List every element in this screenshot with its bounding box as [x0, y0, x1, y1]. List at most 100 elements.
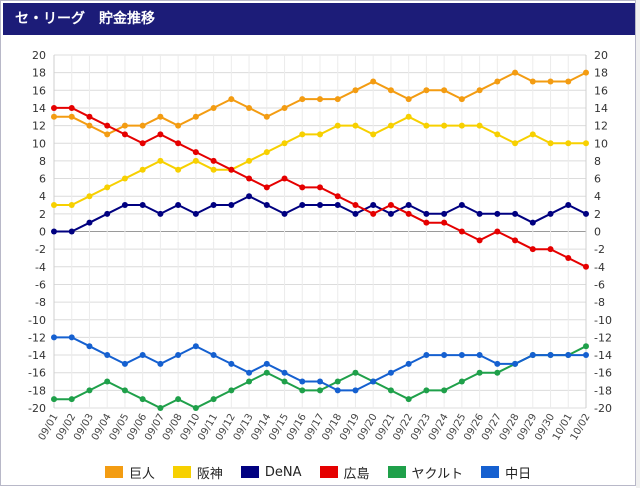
legend-item: 阪神: [172, 463, 223, 482]
data-point-DeNA: [263, 202, 270, 209]
data-point-阪神: [512, 140, 519, 147]
legend-item: DeNA: [240, 465, 302, 480]
data-point-巨人: [51, 113, 57, 120]
data-point-DeNA: [387, 210, 394, 217]
data-point-中日: [51, 334, 57, 341]
legend-swatch: [172, 466, 191, 478]
y-tick-label-right: 12: [594, 120, 608, 133]
y-tick-label-left: -6: [35, 278, 46, 291]
data-point-巨人: [121, 122, 128, 129]
data-point-中日: [494, 360, 501, 367]
data-point-DeNA: [476, 210, 483, 217]
data-point-巨人: [246, 104, 253, 111]
data-point-DeNA: [529, 219, 536, 226]
data-point-巨人: [476, 87, 483, 94]
legend-swatch: [481, 466, 500, 478]
legend-swatch: [240, 466, 259, 478]
data-point-ヤクルト: [121, 387, 128, 394]
legend-label: ヤクルト: [411, 466, 464, 482]
data-point-DeNA: [104, 210, 111, 217]
data-point-阪神: [104, 184, 111, 191]
data-point-巨人: [441, 87, 448, 94]
data-point-ヤクルト: [86, 387, 93, 394]
data-point-広島: [299, 184, 306, 191]
data-point-広島: [405, 210, 412, 217]
legend-swatch: [104, 466, 123, 478]
data-point-巨人: [175, 122, 182, 129]
data-point-中日: [405, 360, 412, 367]
data-point-DeNA: [583, 210, 589, 217]
data-point-広島: [210, 157, 217, 164]
data-point-広島: [370, 210, 377, 217]
data-point-巨人: [157, 113, 164, 120]
data-point-DeNA: [157, 210, 164, 217]
data-point-ヤクルト: [299, 387, 306, 394]
data-point-中日: [68, 334, 75, 341]
legend-label: 巨人: [128, 466, 155, 482]
data-point-広島: [317, 184, 323, 191]
data-point-広島: [387, 202, 394, 209]
data-point-巨人: [352, 87, 359, 94]
data-point-中日: [157, 360, 164, 367]
data-point-ヤクルト: [210, 396, 217, 403]
data-point-ヤクルト: [334, 378, 341, 385]
data-point-中日: [458, 352, 465, 359]
data-point-巨人: [565, 78, 572, 85]
data-point-ヤクルト: [387, 387, 394, 394]
data-point-ヤクルト: [104, 378, 111, 385]
data-point-広島: [352, 202, 359, 209]
data-point-DeNA: [51, 228, 57, 235]
data-point-巨人: [458, 96, 465, 103]
data-point-巨人: [210, 104, 217, 111]
data-point-広島: [228, 166, 235, 173]
data-point-DeNA: [334, 202, 341, 209]
data-point-広島: [334, 193, 341, 200]
data-point-広島: [121, 131, 128, 138]
data-point-阪神: [423, 122, 430, 129]
y-tick-label-left: 20: [32, 49, 46, 62]
data-point-DeNA: [512, 210, 519, 217]
data-point-中日: [299, 378, 306, 385]
y-tick-label-left: 6: [39, 173, 46, 186]
y-tick-label-right: -2: [594, 243, 605, 256]
data-point-DeNA: [139, 202, 146, 209]
data-point-DeNA: [228, 202, 235, 209]
data-point-阪神: [317, 131, 323, 138]
data-point-中日: [476, 352, 483, 359]
data-point-DeNA: [565, 202, 572, 209]
data-point-DeNA: [547, 210, 554, 217]
legend-item: 中日: [481, 463, 531, 482]
data-point-中日: [547, 352, 554, 359]
y-tick-label-right: 2: [594, 208, 601, 221]
data-point-中日: [529, 352, 536, 359]
data-point-広島: [157, 131, 164, 138]
data-point-ヤクルト: [228, 387, 235, 394]
data-point-広島: [263, 184, 270, 191]
y-tick-label-left: -2: [35, 243, 46, 256]
data-point-中日: [121, 360, 128, 367]
y-tick-label-left: 14: [32, 102, 46, 115]
data-point-ヤクルト: [263, 369, 270, 376]
data-point-中日: [281, 369, 288, 376]
data-point-広島: [441, 219, 448, 226]
data-point-広島: [175, 140, 182, 147]
data-point-巨人: [494, 78, 501, 85]
data-point-広島: [281, 175, 288, 182]
data-point-中日: [583, 352, 589, 359]
legend-item: ヤクルト: [387, 463, 464, 482]
data-point-巨人: [547, 78, 554, 85]
data-point-阪神: [352, 122, 359, 129]
data-point-巨人: [228, 96, 235, 103]
data-point-ヤクルト: [157, 405, 164, 411]
data-point-中日: [210, 352, 217, 359]
data-point-巨人: [405, 96, 412, 103]
data-point-阪神: [51, 202, 57, 209]
data-point-ヤクルト: [281, 378, 288, 385]
data-point-DeNA: [458, 202, 465, 209]
data-point-中日: [387, 369, 394, 376]
data-point-阪神: [370, 131, 377, 138]
legend-swatch: [387, 466, 406, 478]
y-tick-label-left: 10: [32, 137, 46, 150]
data-point-中日: [139, 352, 146, 359]
